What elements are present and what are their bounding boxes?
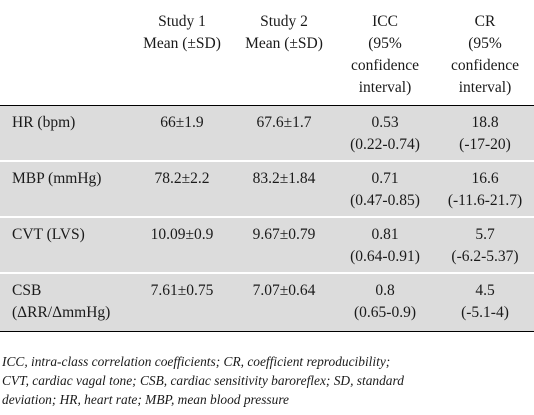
header-icc-line2: (95%: [368, 35, 402, 52]
header-icc-line1: ICC: [372, 13, 398, 30]
icc-value: 0.71: [371, 170, 399, 187]
header-study2-subtitle: Mean (±SD): [245, 35, 323, 52]
study1-value: 7.61±0.75: [130, 272, 234, 331]
header-study2-title: Study 2: [260, 13, 308, 30]
study1-value: 66±1.9: [130, 105, 234, 161]
header-icc-line3: confidence: [351, 57, 419, 74]
table-row: HR (bpm) 66±1.9 67.6±1.7 0.53 (0.22-0.74…: [0, 105, 534, 161]
reproducibility-table: Study 1 Mean (±SD) Study 2 Mean (±SD) IC…: [0, 0, 534, 331]
cr-interval: (-5.1-4): [461, 304, 509, 321]
icc-value: 0.81: [371, 226, 399, 243]
study1-value: 78.2±2.2: [130, 160, 234, 217]
cr-interval: (-11.6-21.7): [447, 192, 523, 209]
table-footnote: ICC, intra-class correlation coefficient…: [2, 352, 532, 409]
cr-value: 4.5: [475, 282, 495, 299]
table-row: MBP (mmHg) 78.2±2.2 83.2±1.84 0.71 (0.47…: [0, 160, 534, 217]
table-row: CVT (LVS) 10.09±0.9 9.67±0.79 0.81 (0.64…: [0, 216, 534, 273]
table-row: CSB (ΔRR/ΔmmHg) 7.61±0.75 7.07±0.64 0.8 …: [0, 272, 534, 331]
icc-interval: (0.22-0.74): [350, 136, 420, 153]
table-body: HR (bpm) 66±1.9 67.6±1.7 0.53 (0.22-0.74…: [0, 105, 534, 331]
cr-value: 16.6: [471, 170, 499, 187]
cr-interval: (-6.2-5.37): [451, 248, 519, 265]
header-study1-subtitle: Mean (±SD): [143, 35, 221, 52]
header-icc: ICC (95% confidence interval): [334, 0, 436, 106]
footnote-line-3: deviation; HR, heart rate; MBP, mean blo…: [2, 392, 289, 407]
cr-cell: 4.5 (-5.1-4): [436, 272, 534, 331]
row-label: CSB (ΔRR/ΔmmHg): [0, 272, 130, 331]
cr-cell: 16.6 (-11.6-21.7): [436, 160, 534, 217]
header-cr-line3: confidence: [451, 57, 519, 74]
row-label-unit: (ΔRR/ΔmmHg): [12, 304, 111, 321]
row-label-text: HR (bpm): [12, 114, 76, 131]
icc-cell: 0.71 (0.47-0.85): [334, 160, 436, 217]
table-header: Study 1 Mean (±SD) Study 2 Mean (±SD) IC…: [0, 0, 534, 106]
row-label: CVT (LVS): [0, 216, 130, 273]
row-label-text: CVT (LVS): [12, 226, 85, 243]
icc-interval: (0.64-0.91): [350, 248, 420, 265]
header-cr-line4: interval): [458, 79, 512, 96]
row-label: MBP (mmHg): [0, 160, 130, 217]
cr-value: 18.8: [471, 114, 499, 131]
cr-interval: (-17-20): [459, 136, 511, 153]
header-cr: CR (95% confidence interval): [436, 0, 534, 106]
header-icc-line4: interval): [358, 79, 412, 96]
cr-cell: 5.7 (-6.2-5.37): [436, 216, 534, 273]
icc-cell: 0.81 (0.64-0.91): [334, 216, 436, 273]
study2-value: 7.07±0.64: [234, 272, 334, 331]
study2-value: 83.2±1.84: [234, 160, 334, 217]
icc-interval: (0.47-0.85): [350, 192, 420, 209]
row-label-text: CSB: [12, 282, 42, 299]
icc-cell: 0.53 (0.22-0.74): [334, 105, 436, 161]
cr-value: 5.7: [475, 226, 495, 243]
header-study1: Study 1 Mean (±SD): [130, 0, 234, 106]
reproducibility-table-container: Study 1 Mean (±SD) Study 2 Mean (±SD) IC…: [0, 0, 534, 331]
header-study1-title: Study 1: [158, 13, 206, 30]
row-label-text: MBP (mmHg): [12, 170, 102, 187]
study1-value: 10.09±0.9: [130, 216, 234, 273]
header-cr-line1: CR: [474, 13, 496, 30]
icc-value: 0.8: [375, 282, 395, 299]
study2-value: 67.6±1.7: [234, 105, 334, 161]
icc-interval: (0.65-0.9): [354, 304, 416, 321]
footnote-line-2: CVT, cardiac vagal tone; CSB, cardiac se…: [2, 373, 404, 388]
icc-cell: 0.8 (0.65-0.9): [334, 272, 436, 331]
header-study2: Study 2 Mean (±SD): [234, 0, 334, 106]
header-row: Study 1 Mean (±SD) Study 2 Mean (±SD) IC…: [0, 0, 534, 106]
footnote-line-1: ICC, intra-class correlation coefficient…: [2, 354, 391, 369]
header-empty-cell: [0, 0, 130, 106]
row-label: HR (bpm): [0, 105, 130, 161]
study2-value: 9.67±0.79: [234, 216, 334, 273]
header-cr-line2: (95%: [468, 35, 502, 52]
icc-value: 0.53: [371, 114, 399, 131]
cr-cell: 18.8 (-17-20): [436, 105, 534, 161]
